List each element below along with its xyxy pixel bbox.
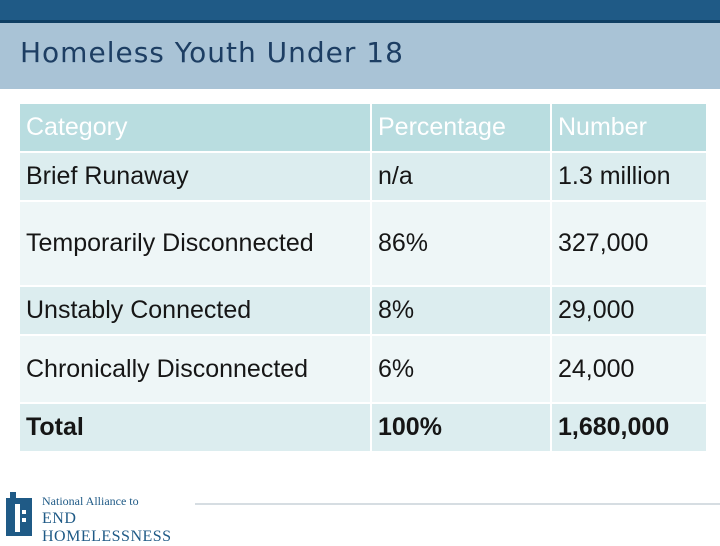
cell-category: Unstably Connected <box>20 287 370 334</box>
building-logo-icon <box>6 492 32 536</box>
title-band <box>0 23 720 89</box>
cell-category: Brief Runaway <box>20 153 370 200</box>
cell-number: 1,680,000 <box>552 404 706 451</box>
table-row-total: Total 100% 1,680,000 <box>20 404 706 451</box>
cell-percentage: 86% <box>372 202 550 285</box>
cell-number: 24,000 <box>552 336 706 402</box>
cell-number: 1.3 million <box>552 153 706 200</box>
cell-category: Chronically Disconnected <box>20 336 370 402</box>
logo-line-2: END HOMELESSNESS <box>42 510 172 545</box>
cell-percentage: n/a <box>372 153 550 200</box>
cell-percentage: 8% <box>372 287 550 334</box>
cell-number: 29,000 <box>552 287 706 334</box>
slide-title: Homeless Youth Under 18 <box>20 36 404 69</box>
cell-category: Temporarily Disconnected <box>20 202 370 285</box>
table-row: Brief Runaway n/a 1.3 million <box>20 153 706 200</box>
table-row: Chronically Disconnected 6% 24,000 <box>20 336 706 402</box>
table-row: Temporarily Disconnected 86% 327,000 <box>20 202 706 285</box>
header-category: Category <box>20 104 370 151</box>
footer-divider <box>195 503 720 505</box>
cell-percentage: 100% <box>372 404 550 451</box>
header-number: Number <box>552 104 706 151</box>
youth-homelessness-table: Category Percentage Number Brief Runaway… <box>18 102 708 453</box>
logo-line-1: National Alliance to <box>42 494 139 508</box>
naeh-logo: National Alliance to END HOMELESSNESS <box>6 488 206 545</box>
cell-category: Total <box>20 404 370 451</box>
cell-percentage: 6% <box>372 336 550 402</box>
table-header-row: Category Percentage Number <box>20 104 706 151</box>
cell-number: 327,000 <box>552 202 706 285</box>
header-percentage: Percentage <box>372 104 550 151</box>
table-row: Unstably Connected 8% 29,000 <box>20 287 706 334</box>
top-bar <box>0 0 720 20</box>
top-bar-divider <box>0 20 720 23</box>
